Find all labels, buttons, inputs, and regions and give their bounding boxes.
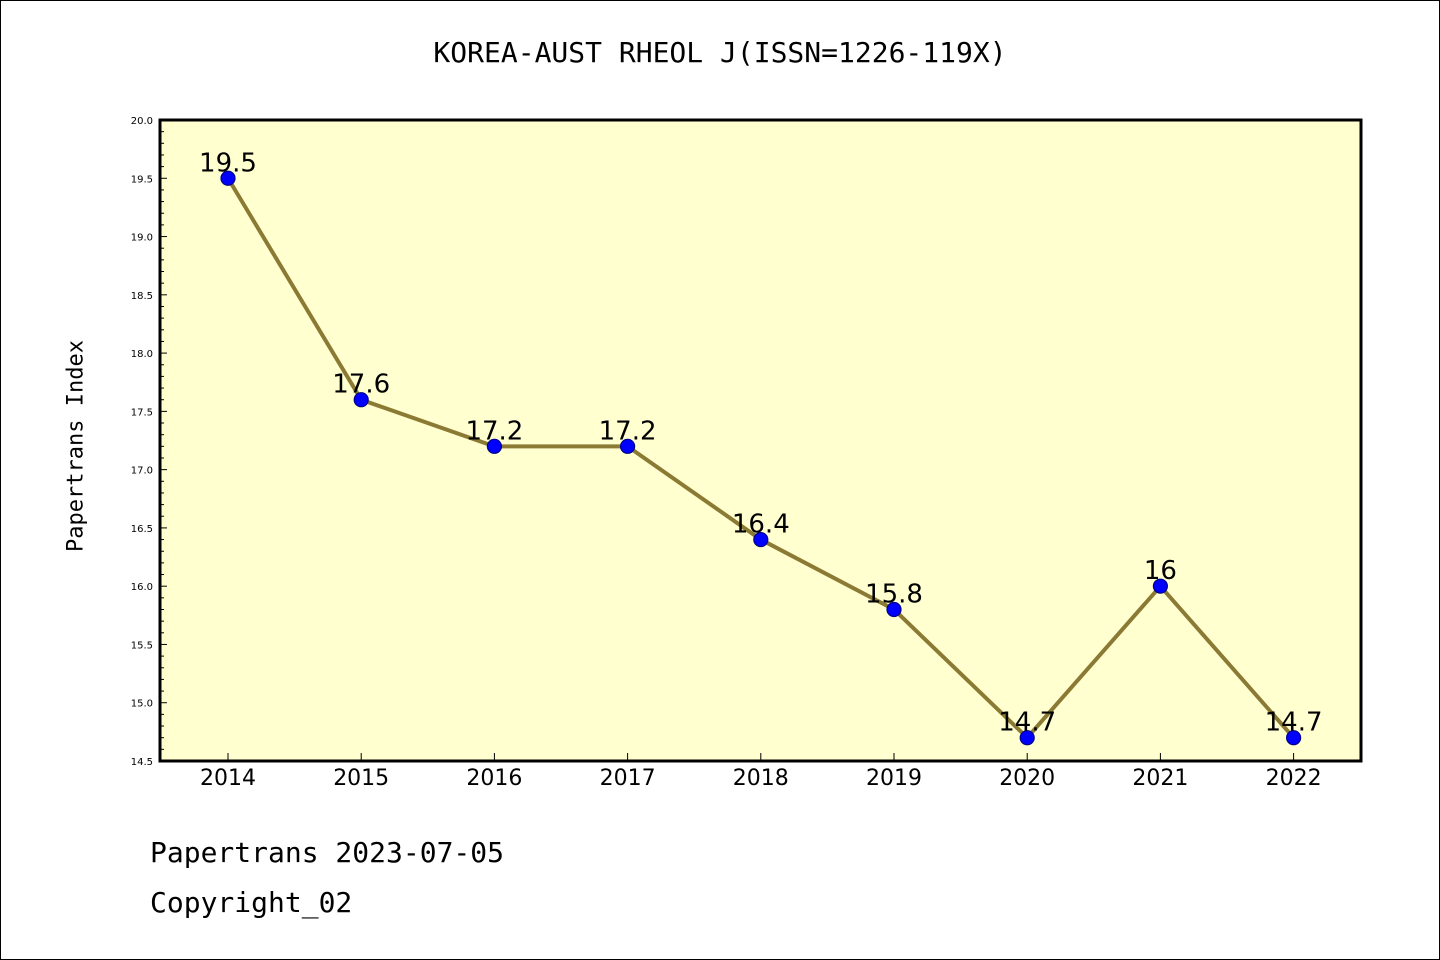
y-tick-label: 20.0 — [131, 116, 153, 127]
y-tick-label: 19.0 — [131, 233, 153, 244]
x-tick-label: 2022 — [1266, 766, 1322, 791]
x-tick-label: 2019 — [866, 766, 922, 791]
x-tick-label: 2018 — [733, 766, 789, 791]
x-tick-label: 2020 — [999, 766, 1055, 791]
x-tick-label: 2016 — [466, 766, 522, 791]
x-tick-label: 2021 — [1132, 766, 1188, 791]
data-label: 19.5 — [199, 148, 257, 178]
data-point — [753, 531, 769, 548]
data-label: 17.6 — [332, 370, 390, 400]
data-point — [220, 170, 236, 186]
y-tick-label: 14.5 — [131, 757, 153, 768]
y-tick-label: 17.0 — [131, 466, 153, 477]
data-markers — [220, 170, 1302, 746]
data-label: 16.4 — [732, 510, 790, 540]
x-tick-label: 2017 — [600, 766, 656, 791]
data-point — [1285, 730, 1302, 746]
data-point — [1019, 730, 1035, 746]
footer-date: Papertrans 2023-07-05 — [150, 836, 505, 869]
x-tick-label: 2014 — [200, 766, 256, 791]
y-tick-label: 18.5 — [131, 291, 153, 302]
data-labels: 19.5 17.6 17.2 17.2 16.4 15.8 14.7 16 14.7 — [199, 148, 1322, 737]
y-tick-label: 19.5 — [131, 174, 153, 185]
y-tick-label: 15.5 — [131, 640, 153, 651]
y-tick-label: 15.0 — [131, 699, 153, 710]
chart-title: KOREA-AUST RHEOL J(ISSN=1226-119X) — [433, 36, 1007, 69]
x-tick-label: 2015 — [333, 766, 389, 791]
data-point — [1152, 578, 1169, 594]
data-point — [619, 438, 636, 454]
data-point — [353, 392, 369, 408]
footer-copyright: Copyright_02 — [150, 886, 353, 919]
data-label: 17.2 — [599, 416, 657, 446]
data-point — [486, 438, 502, 454]
data-label: 14.7 — [1265, 708, 1323, 738]
y-tick-label: 17.5 — [131, 407, 153, 418]
plot-border — [158, 118, 1363, 763]
y-tick-label: 18.0 — [131, 349, 153, 360]
data-label: 17.2 — [465, 416, 523, 446]
data-label: 15.8 — [865, 579, 923, 609]
plot-area — [160, 120, 1361, 761]
y-axis: 14.5 15.0 15.5 16.0 16.5 17.0 17.5 18.0 18.5 19.0… — [131, 116, 167, 768]
data-label: 14.7 — [998, 708, 1056, 738]
y-tick-label: 16.5 — [131, 524, 153, 535]
data-point — [886, 601, 902, 618]
data-label: 16 — [1144, 556, 1177, 586]
y-tick-label: 16.0 — [131, 582, 153, 593]
x-axis: 2014 2015 2016 2017 2018 2019 2020 2021 2022 — [200, 753, 1322, 791]
